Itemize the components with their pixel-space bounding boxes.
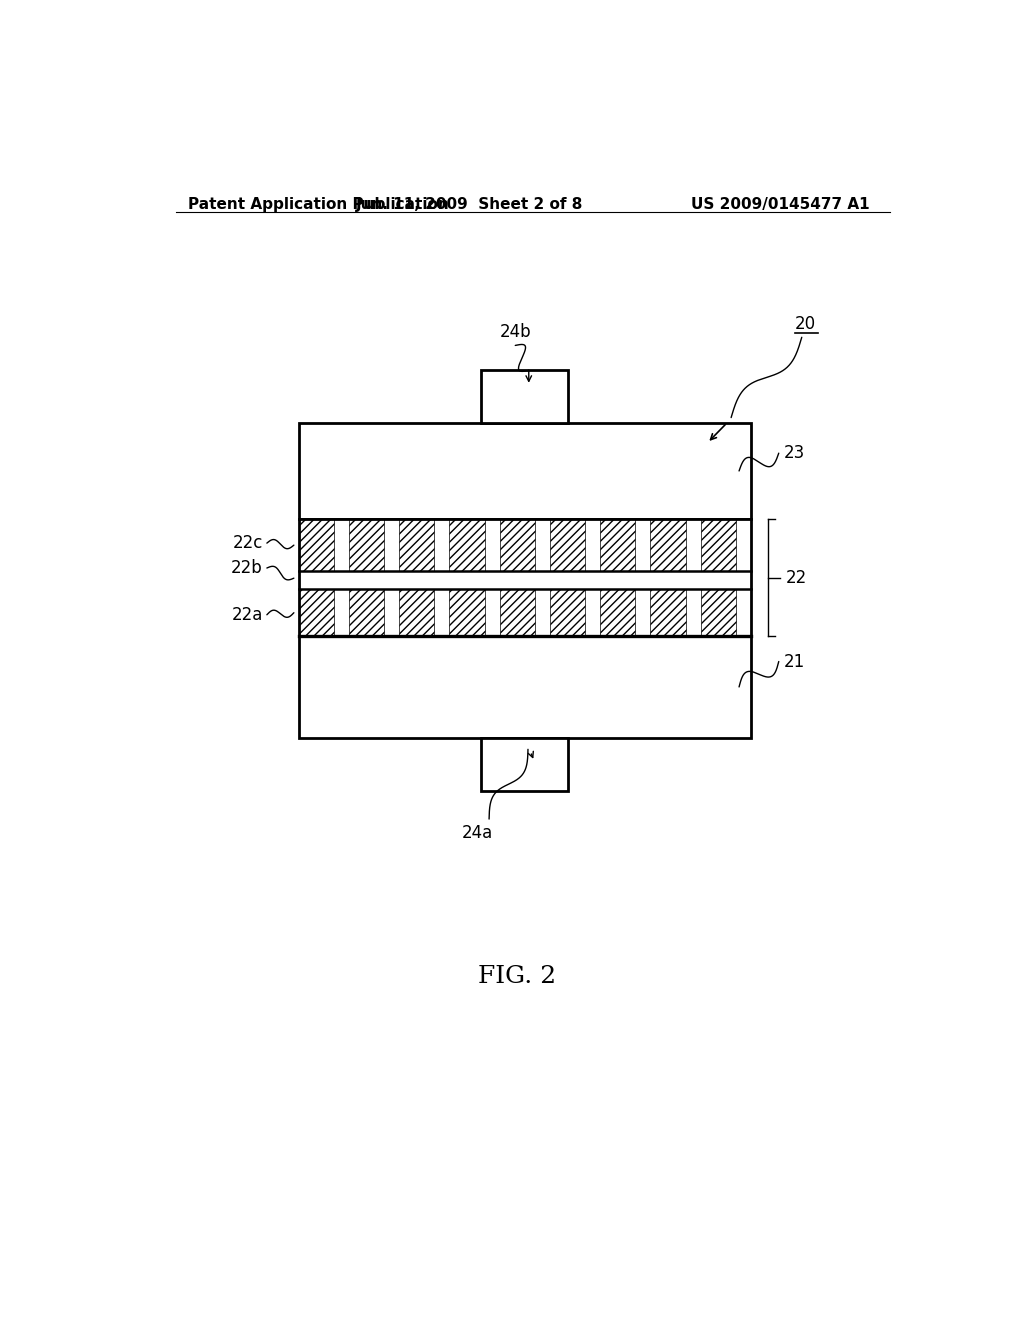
- Bar: [600, 519, 635, 572]
- Text: 20: 20: [795, 315, 816, 333]
- Bar: [299, 519, 334, 572]
- Bar: [481, 370, 568, 422]
- Text: US 2009/0145477 A1: US 2009/0145477 A1: [691, 197, 870, 213]
- Text: 22c: 22c: [232, 535, 263, 552]
- Bar: [299, 422, 751, 519]
- Bar: [700, 589, 736, 636]
- Bar: [450, 589, 484, 636]
- Bar: [299, 519, 751, 636]
- Bar: [600, 589, 635, 636]
- Bar: [500, 589, 535, 636]
- Bar: [650, 519, 686, 572]
- Text: 22: 22: [785, 569, 807, 586]
- Bar: [299, 572, 751, 589]
- Text: FIG. 2: FIG. 2: [478, 965, 556, 989]
- Text: 23: 23: [783, 444, 805, 462]
- Bar: [481, 738, 568, 791]
- Text: Patent Application Publication: Patent Application Publication: [187, 197, 449, 213]
- Text: 24a: 24a: [462, 824, 493, 842]
- Bar: [700, 519, 736, 572]
- Bar: [349, 519, 384, 572]
- Bar: [500, 519, 535, 572]
- Bar: [349, 589, 384, 636]
- Text: 22a: 22a: [231, 606, 263, 624]
- Bar: [550, 519, 585, 572]
- Bar: [450, 519, 484, 572]
- Bar: [650, 589, 686, 636]
- Bar: [399, 519, 434, 572]
- Bar: [299, 636, 751, 738]
- Bar: [299, 519, 751, 636]
- Bar: [550, 589, 585, 636]
- Text: 22b: 22b: [231, 558, 263, 577]
- Bar: [299, 589, 334, 636]
- Bar: [399, 589, 434, 636]
- Text: Jun. 11, 2009  Sheet 2 of 8: Jun. 11, 2009 Sheet 2 of 8: [355, 197, 583, 213]
- Text: 24b: 24b: [500, 323, 531, 342]
- Text: 21: 21: [783, 652, 805, 671]
